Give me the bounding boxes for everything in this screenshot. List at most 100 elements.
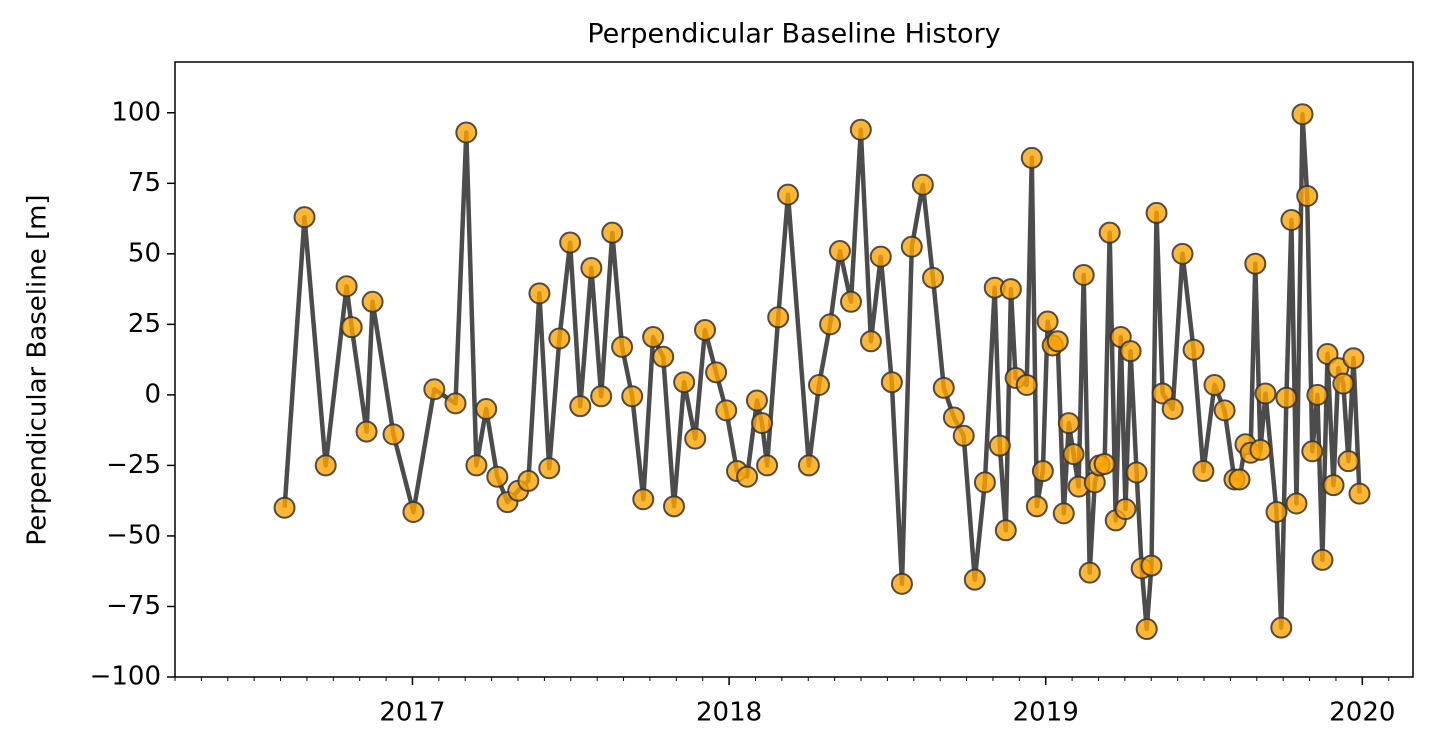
data-point bbox=[1135, 618, 1158, 641]
data-point bbox=[994, 519, 1017, 542]
data-point bbox=[1244, 252, 1267, 275]
data-point bbox=[767, 306, 790, 329]
data-point bbox=[1078, 561, 1101, 584]
data-point bbox=[921, 266, 944, 289]
data-point bbox=[1161, 397, 1184, 420]
x-tick-label: 2020 bbox=[1329, 698, 1395, 728]
x-tick-label: 2018 bbox=[696, 698, 762, 728]
data-point bbox=[340, 316, 363, 339]
data-point bbox=[559, 231, 582, 254]
data-point bbox=[999, 278, 1022, 301]
data-point bbox=[590, 385, 613, 408]
data-point bbox=[361, 290, 384, 313]
data-point bbox=[715, 399, 738, 422]
data-point bbox=[1296, 185, 1319, 208]
data-point bbox=[1046, 330, 1069, 353]
data-point bbox=[632, 488, 655, 511]
data-point bbox=[1057, 412, 1080, 435]
y-tick-label: 25 bbox=[128, 309, 161, 339]
data-point bbox=[684, 427, 707, 450]
data-point bbox=[1213, 399, 1236, 422]
data-point bbox=[402, 500, 425, 523]
data-point bbox=[517, 469, 540, 492]
data-point bbox=[1270, 616, 1293, 639]
data-point bbox=[1322, 474, 1345, 497]
data-point bbox=[1093, 453, 1116, 476]
data-point bbox=[1192, 460, 1215, 483]
data-point bbox=[1114, 498, 1137, 521]
data-point bbox=[1119, 340, 1142, 363]
y-tick-label: 75 bbox=[128, 168, 161, 198]
y-tick-label: −25 bbox=[106, 450, 161, 480]
data-point bbox=[849, 118, 872, 141]
data-point bbox=[1052, 502, 1075, 525]
x-tick-label: 2019 bbox=[1013, 698, 1079, 728]
y-tick-label: 50 bbox=[128, 238, 161, 268]
data-point bbox=[988, 434, 1011, 457]
data-point bbox=[1275, 386, 1298, 409]
plot-frame bbox=[174, 61, 1414, 678]
data-point bbox=[756, 454, 779, 477]
data-point bbox=[1171, 242, 1194, 265]
data-point bbox=[1311, 548, 1334, 571]
series-line bbox=[282, 111, 1362, 632]
data-point bbox=[1182, 338, 1205, 361]
data-point bbox=[486, 465, 509, 488]
data-point bbox=[1291, 103, 1314, 126]
data-point bbox=[890, 572, 913, 595]
data-point bbox=[839, 290, 862, 313]
data-point bbox=[1151, 382, 1174, 405]
data-point bbox=[900, 235, 923, 258]
y-tick-label: 100 bbox=[111, 97, 161, 127]
data-point bbox=[1348, 482, 1371, 505]
data-point bbox=[1015, 374, 1038, 397]
data-point bbox=[776, 183, 799, 206]
data-point bbox=[1337, 450, 1360, 473]
data-point bbox=[642, 326, 665, 349]
data-point bbox=[548, 327, 571, 350]
data-point bbox=[662, 495, 685, 518]
data-point bbox=[869, 245, 892, 268]
data-point bbox=[1332, 372, 1355, 395]
data-point bbox=[1265, 500, 1288, 523]
data-point bbox=[694, 319, 717, 342]
data-point bbox=[1254, 382, 1277, 405]
data-point bbox=[1145, 201, 1168, 224]
data-point bbox=[611, 335, 634, 358]
data-point bbox=[1020, 146, 1043, 169]
y-tick-label: −75 bbox=[106, 591, 161, 621]
y-tick-label: 0 bbox=[144, 379, 161, 409]
data-point bbox=[1301, 440, 1324, 463]
data-point bbox=[808, 374, 831, 397]
chart-title: Perpendicular Baseline History bbox=[587, 19, 1000, 50]
data-point bbox=[455, 121, 478, 144]
data-point bbox=[1098, 221, 1121, 244]
data-point bbox=[1031, 460, 1054, 483]
data-point bbox=[1062, 443, 1085, 466]
data-point bbox=[828, 240, 851, 263]
data-point bbox=[880, 371, 903, 394]
data-point bbox=[1025, 495, 1048, 518]
data-point bbox=[963, 568, 986, 591]
data-point bbox=[580, 256, 603, 279]
data-point bbox=[621, 385, 644, 408]
data-point bbox=[601, 221, 624, 244]
data-point bbox=[1228, 468, 1251, 491]
data-point bbox=[538, 457, 561, 480]
data-point bbox=[911, 173, 934, 196]
data-point bbox=[273, 496, 296, 519]
x-tick-label: 2017 bbox=[379, 698, 445, 728]
data-point bbox=[932, 376, 955, 399]
data-point bbox=[952, 424, 975, 447]
data-point bbox=[335, 275, 358, 298]
data-point bbox=[751, 412, 774, 435]
data-point bbox=[942, 406, 965, 429]
data-point bbox=[1306, 383, 1329, 406]
data-point bbox=[736, 465, 759, 488]
data-point bbox=[1140, 554, 1163, 577]
data-point bbox=[444, 392, 467, 415]
data-point bbox=[475, 397, 498, 420]
data-point bbox=[355, 420, 378, 443]
data-point bbox=[1342, 347, 1365, 370]
